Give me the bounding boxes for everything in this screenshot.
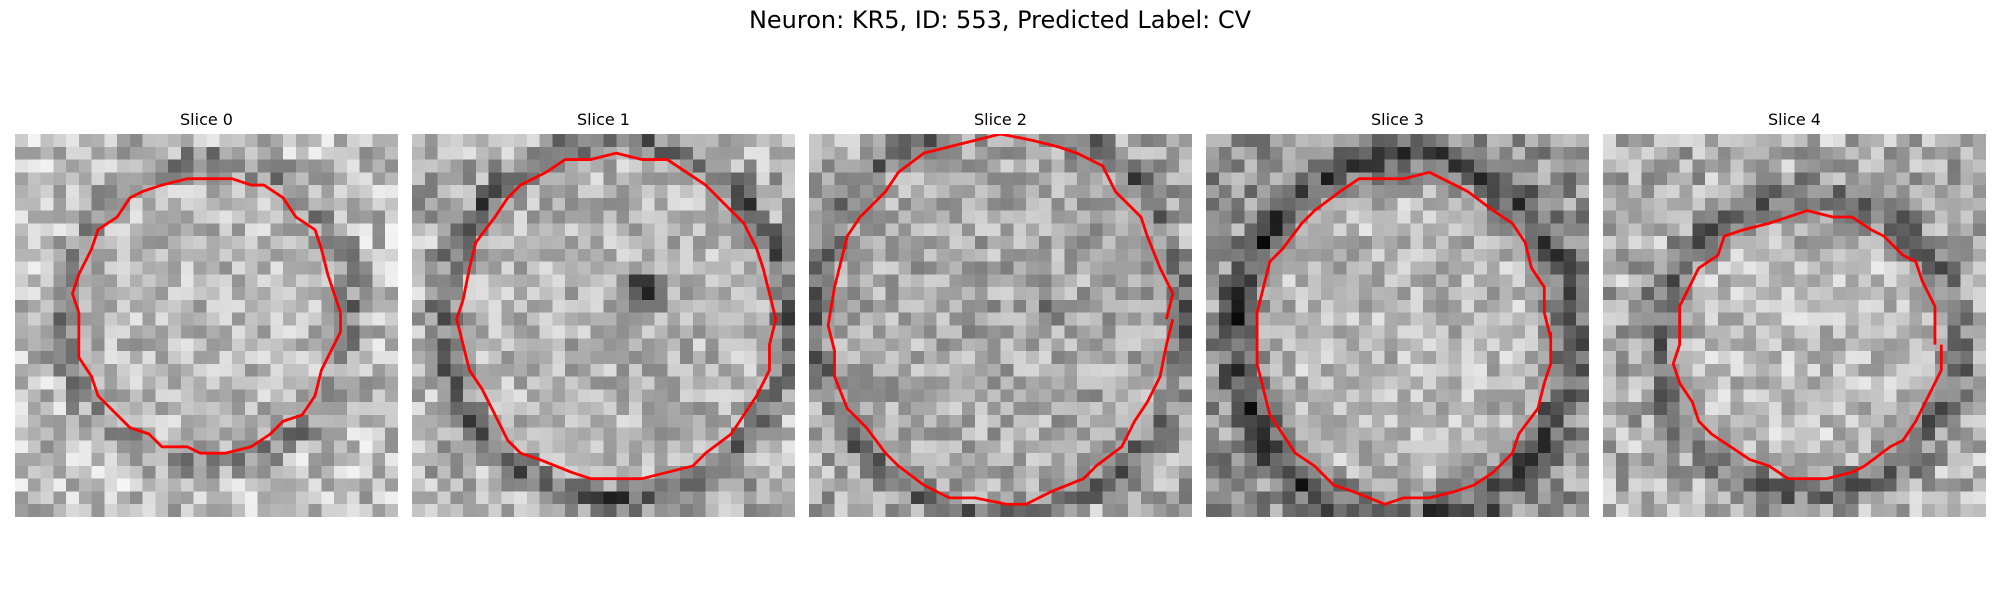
segmentation-contour [1671,209,1943,481]
slice-image [1206,134,1589,517]
slice-panel-1: Slice 1 [412,110,795,517]
segmentation-contour [455,151,778,481]
slice-panel-4: Slice 4 [1603,110,1986,517]
slice-image [15,134,398,517]
segmentation-contour [1255,170,1553,506]
slice-panel-3: Slice 3 [1206,110,1589,517]
slice-title: Slice 4 [1768,110,1821,129]
slice-image [412,134,795,517]
slice-title: Slice 0 [180,110,233,129]
segmentation-contour [826,134,1175,506]
slice-title: Slice 2 [974,110,1027,129]
slice-title: Slice 3 [1371,110,1424,129]
slice-title: Slice 1 [577,110,630,129]
slice-panel-0: Slice 0 [15,110,398,517]
slice-image [1603,134,1986,517]
figure-title: Neuron: KR5, ID: 553, Predicted Label: C… [748,6,1252,34]
slice-panel-2: Slice 2 [809,110,1192,517]
slice-image [809,134,1192,517]
segmentation-contour [71,177,342,455]
